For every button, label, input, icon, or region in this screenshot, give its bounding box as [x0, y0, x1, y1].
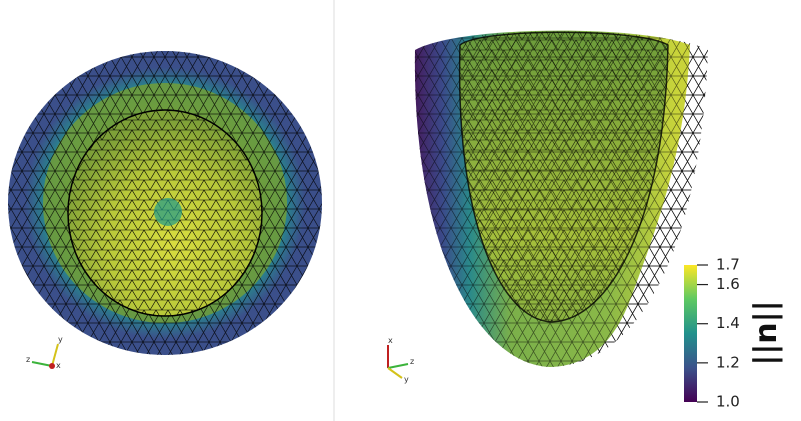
tick-label: 1.4	[716, 314, 740, 332]
pole	[154, 198, 182, 226]
colorbar-ramp	[684, 265, 697, 402]
axis-label: x	[56, 361, 61, 370]
tick-label: 1.7	[716, 256, 740, 274]
axis-label: z	[26, 355, 30, 364]
axis-label: y	[58, 335, 63, 344]
tick-label: 1.6	[716, 275, 740, 293]
axis-label: x	[388, 336, 393, 345]
cavity-mesh	[458, 31, 669, 323]
axis-label: z	[410, 357, 414, 366]
axes-triad: y z x	[26, 335, 63, 370]
colorbar-title: ||u||	[752, 300, 787, 365]
axes-triad: x z y	[387, 336, 414, 384]
axis-label: y	[404, 375, 409, 384]
left-view: y z x	[8, 51, 322, 370]
colorbar: ||u|| 1.0 1.2 1.4 1.61.7	[684, 256, 787, 411]
tick-label: 1.0	[716, 393, 740, 411]
right-view: x z y	[387, 30, 708, 384]
tick-label: 1.2	[716, 353, 740, 371]
